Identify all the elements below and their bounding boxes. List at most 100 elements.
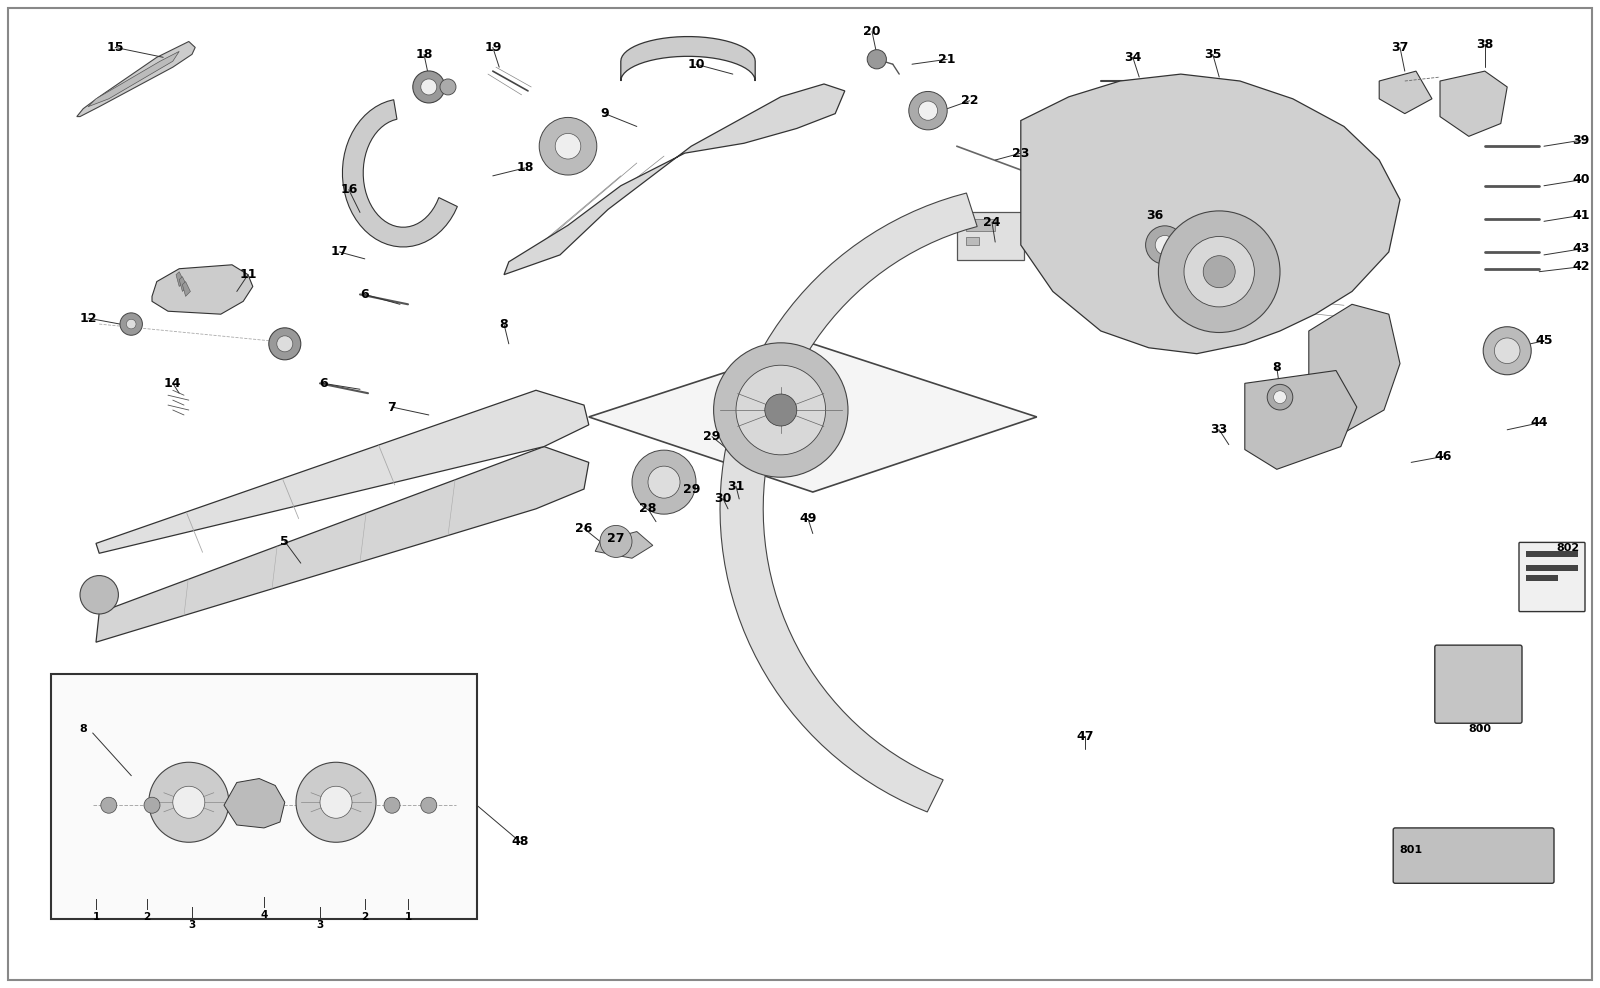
Bar [1526, 565, 1578, 571]
Text: 18: 18 [416, 47, 432, 61]
Text: 17: 17 [331, 245, 347, 259]
Text: 26: 26 [576, 522, 592, 535]
Text: 5: 5 [280, 535, 290, 548]
Text: 43: 43 [1573, 242, 1589, 256]
Polygon shape [589, 344, 1037, 492]
Circle shape [1155, 235, 1174, 255]
Text: 35: 35 [1205, 47, 1221, 61]
Text: 11: 11 [240, 268, 256, 282]
Polygon shape [720, 193, 978, 812]
Text: 2: 2 [144, 912, 150, 922]
Text: 19: 19 [485, 41, 501, 54]
Text: 21: 21 [939, 52, 955, 66]
Text: 31: 31 [728, 479, 744, 493]
Circle shape [296, 763, 376, 842]
Polygon shape [342, 100, 458, 247]
Circle shape [413, 71, 445, 103]
Circle shape [539, 118, 597, 175]
Text: 9: 9 [600, 107, 610, 121]
Text: 37: 37 [1392, 41, 1408, 54]
Text: 30: 30 [715, 492, 731, 506]
Circle shape [632, 451, 696, 514]
Text: 3: 3 [317, 920, 323, 930]
Polygon shape [96, 447, 589, 642]
Text: 20: 20 [864, 25, 880, 39]
Text: 16: 16 [341, 183, 357, 197]
Text: 28: 28 [640, 502, 656, 516]
Polygon shape [621, 37, 755, 81]
Text: 12: 12 [80, 311, 96, 325]
Circle shape [1146, 226, 1184, 264]
Text: 8: 8 [80, 724, 86, 734]
Circle shape [149, 763, 229, 842]
Text: 48: 48 [512, 835, 528, 849]
Circle shape [269, 328, 301, 360]
Bar [966, 219, 995, 231]
Text: 41: 41 [1573, 208, 1589, 222]
Text: 2: 2 [362, 912, 368, 922]
Circle shape [440, 79, 456, 95]
Circle shape [126, 319, 136, 329]
Circle shape [867, 49, 886, 69]
FancyBboxPatch shape [1394, 828, 1554, 883]
Circle shape [421, 79, 437, 95]
Text: 18: 18 [517, 161, 533, 175]
Circle shape [555, 133, 581, 159]
Circle shape [765, 394, 797, 426]
FancyBboxPatch shape [1435, 645, 1522, 723]
Text: 49: 49 [800, 512, 816, 526]
Polygon shape [182, 282, 190, 296]
Circle shape [1483, 327, 1531, 374]
Text: 38: 38 [1477, 38, 1493, 51]
Circle shape [918, 101, 938, 121]
Circle shape [1184, 236, 1254, 307]
Circle shape [736, 366, 826, 454]
Polygon shape [1440, 71, 1507, 136]
Text: 42: 42 [1573, 260, 1589, 274]
Text: 10: 10 [688, 57, 704, 71]
Polygon shape [88, 51, 179, 107]
Circle shape [909, 92, 947, 129]
Text: 39: 39 [1573, 133, 1589, 147]
Text: 46: 46 [1435, 450, 1451, 463]
Circle shape [600, 526, 632, 557]
Text: 29: 29 [704, 430, 720, 444]
Text: 3: 3 [189, 920, 195, 930]
Polygon shape [224, 779, 285, 828]
Polygon shape [1021, 74, 1400, 354]
Text: 44: 44 [1531, 416, 1547, 430]
Bar [1526, 575, 1558, 581]
Bar [1526, 551, 1578, 557]
Circle shape [277, 336, 293, 352]
Text: 22: 22 [962, 94, 978, 108]
Text: 40: 40 [1573, 173, 1589, 187]
Circle shape [1274, 391, 1286, 403]
Text: 15: 15 [107, 41, 123, 54]
Text: 4: 4 [261, 910, 267, 920]
Polygon shape [1309, 304, 1400, 433]
Text: 800: 800 [1469, 724, 1491, 734]
Text: 27: 27 [608, 532, 624, 545]
Circle shape [1203, 256, 1235, 288]
Circle shape [384, 797, 400, 813]
Text: 23: 23 [1013, 146, 1029, 160]
Text: 47: 47 [1077, 729, 1093, 743]
Polygon shape [176, 272, 184, 287]
Polygon shape [96, 390, 589, 553]
Circle shape [421, 797, 437, 813]
Text: 14: 14 [165, 376, 181, 390]
Text: 29: 29 [683, 482, 699, 496]
Text: 8: 8 [1272, 361, 1282, 374]
Bar [966, 237, 979, 245]
Circle shape [1267, 384, 1293, 410]
Circle shape [144, 797, 160, 813]
Circle shape [101, 797, 117, 813]
Text: 802: 802 [1557, 543, 1579, 553]
Circle shape [173, 786, 205, 818]
Bar [51, 674, 477, 919]
Circle shape [1494, 338, 1520, 364]
Polygon shape [1379, 71, 1432, 114]
Text: 36: 36 [1147, 208, 1163, 222]
Text: 7: 7 [387, 400, 397, 414]
Text: 1: 1 [405, 912, 411, 922]
